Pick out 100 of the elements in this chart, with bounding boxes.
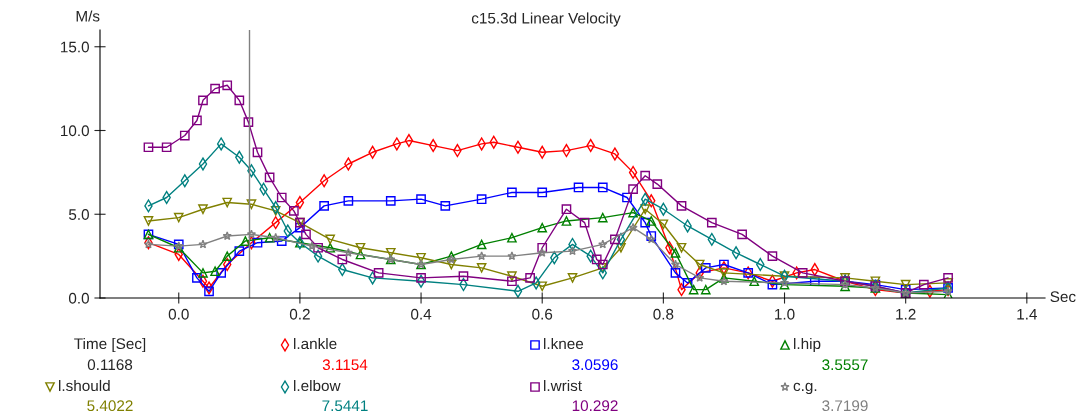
point [670,247,681,258]
point [561,204,572,215]
point [234,95,245,106]
point [610,234,620,245]
point [731,246,741,260]
point [325,242,336,253]
point [700,284,711,295]
point [658,219,669,230]
point [355,242,366,253]
point [676,201,687,211]
point [276,192,287,203]
point [313,242,323,253]
point [319,174,329,188]
text: Time [Sec] [74,337,146,353]
point [204,281,214,295]
point [567,246,578,256]
point [767,279,778,290]
point [579,217,590,228]
point [198,239,208,249]
point [507,276,517,287]
point [513,284,523,298]
point [179,130,190,141]
point [319,201,329,211]
x-tick-label: 0.4 [411,308,432,320]
point [640,192,650,206]
point [737,229,747,240]
point [252,237,263,248]
legend-label: l.should [59,379,110,392]
point [416,273,426,283]
text: 3.5557 [822,359,868,371]
y-tick-label: 15.0 [61,41,89,53]
point [343,247,354,257]
legend-label: l.ankle [294,337,337,350]
point [537,222,548,233]
point [270,206,281,216]
point [271,232,281,242]
point [476,262,487,273]
point [537,281,548,292]
point [695,273,705,282]
point [749,276,760,287]
legend-label: l.elbow [294,379,341,392]
point [295,222,305,233]
point [767,251,778,261]
y-tick-label: 0.0 [68,292,89,304]
point [573,182,584,193]
point [216,137,226,151]
point [216,268,227,278]
point [264,232,275,243]
point [688,284,699,295]
point [222,80,233,91]
point [283,224,293,238]
point [204,286,214,297]
point [210,83,220,94]
point [222,197,233,208]
point [840,273,850,283]
point [180,174,190,188]
legend-label: c.g. [793,382,817,395]
point [616,232,626,246]
point [325,234,336,245]
point [670,259,681,269]
y-axis-title: M/s [76,10,100,22]
point [416,194,426,205]
text: 3.7199 [822,400,868,412]
text: 3.0596 [572,359,618,371]
point [198,204,208,215]
point [591,254,602,265]
point [628,222,638,232]
point [476,239,487,250]
text: 3.1154 [322,359,368,371]
point [276,236,287,246]
point [343,195,354,206]
point [531,276,541,290]
text: 10.292 [572,400,618,412]
point [222,231,232,241]
point [707,232,717,246]
legend-label: l.knee [544,337,584,350]
point [616,242,626,253]
x-tick-label: 0.6 [532,308,553,320]
point [567,273,578,283]
point [161,142,172,153]
x-tick-label: 0.8 [653,308,674,320]
point [628,165,638,179]
legend-label: l.hip [794,337,821,353]
legend-label: l.wrist [544,379,582,392]
point [143,216,154,226]
point [943,278,953,288]
x-tick-label: 1.0 [775,308,795,320]
point [925,284,935,298]
point [246,199,257,210]
y-tick-label: 5.0 [68,209,89,220]
text: 5.4022 [87,400,133,412]
point [416,252,426,263]
point [537,145,547,159]
point [597,212,608,223]
point [628,207,638,218]
point [440,201,451,211]
point [307,241,317,251]
point [918,279,929,290]
point [640,170,651,181]
point [646,216,657,226]
